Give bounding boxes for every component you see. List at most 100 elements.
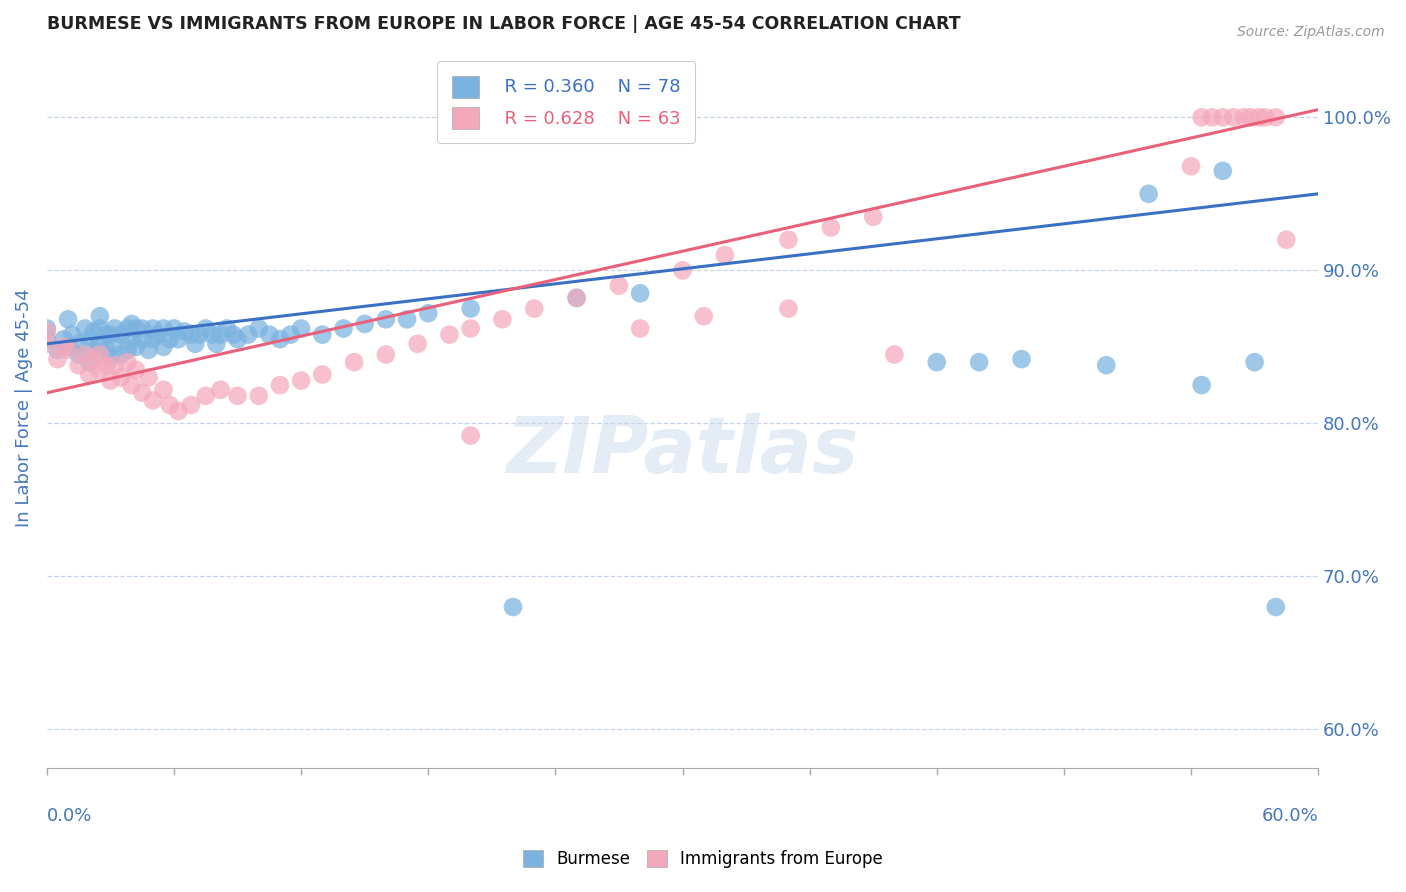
Point bbox=[628, 321, 651, 335]
Point bbox=[67, 358, 90, 372]
Point bbox=[180, 327, 202, 342]
Point bbox=[1264, 600, 1286, 615]
Text: BURMESE VS IMMIGRANTS FROM EUROPE IN LABOR FORCE | AGE 45-54 CORRELATION CHART: BURMESE VS IMMIGRANTS FROM EUROPE IN LAB… bbox=[46, 15, 960, 33]
Point bbox=[159, 398, 181, 412]
Point bbox=[100, 374, 122, 388]
Point bbox=[121, 378, 143, 392]
Point bbox=[83, 352, 105, 367]
Point bbox=[142, 321, 165, 335]
Point bbox=[104, 321, 127, 335]
Point bbox=[121, 317, 143, 331]
Point bbox=[104, 358, 127, 372]
Point bbox=[77, 368, 100, 382]
Point bbox=[1201, 111, 1223, 125]
Point bbox=[290, 374, 312, 388]
Point bbox=[125, 340, 148, 354]
Point bbox=[188, 327, 211, 342]
Point bbox=[925, 355, 948, 369]
Point bbox=[269, 332, 291, 346]
Point bbox=[247, 389, 270, 403]
Point bbox=[209, 383, 232, 397]
Point bbox=[692, 310, 714, 324]
Point bbox=[205, 336, 228, 351]
Text: 0.0%: 0.0% bbox=[46, 807, 93, 825]
Point bbox=[104, 336, 127, 351]
Point bbox=[121, 332, 143, 346]
Point bbox=[201, 327, 224, 342]
Point bbox=[1191, 378, 1213, 392]
Point bbox=[35, 321, 58, 335]
Legend: Burmese, Immigrants from Europe: Burmese, Immigrants from Europe bbox=[516, 843, 890, 875]
Point bbox=[259, 327, 281, 342]
Point bbox=[778, 233, 800, 247]
Text: Source: ZipAtlas.com: Source: ZipAtlas.com bbox=[1237, 25, 1385, 39]
Point bbox=[89, 310, 111, 324]
Point bbox=[46, 343, 69, 357]
Point bbox=[110, 347, 132, 361]
Point bbox=[280, 327, 302, 342]
Point bbox=[1212, 111, 1234, 125]
Point bbox=[131, 321, 153, 335]
Point bbox=[1239, 111, 1261, 125]
Point bbox=[290, 321, 312, 335]
Point bbox=[883, 347, 905, 361]
Point bbox=[418, 306, 440, 320]
Point bbox=[269, 378, 291, 392]
Point bbox=[67, 347, 90, 361]
Point bbox=[862, 210, 884, 224]
Point bbox=[180, 398, 202, 412]
Point bbox=[56, 312, 79, 326]
Point bbox=[60, 327, 83, 342]
Point bbox=[1243, 355, 1265, 369]
Point bbox=[238, 327, 260, 342]
Point bbox=[35, 336, 58, 351]
Point bbox=[1212, 164, 1234, 178]
Point bbox=[460, 428, 482, 442]
Point bbox=[460, 321, 482, 335]
Point bbox=[56, 340, 79, 354]
Point bbox=[565, 291, 588, 305]
Point bbox=[152, 321, 174, 335]
Point bbox=[138, 343, 160, 357]
Point bbox=[77, 332, 100, 346]
Point bbox=[406, 336, 429, 351]
Point bbox=[502, 600, 524, 615]
Point bbox=[820, 220, 842, 235]
Point bbox=[83, 343, 105, 357]
Point bbox=[460, 301, 482, 316]
Text: ZIPatlas: ZIPatlas bbox=[506, 413, 859, 489]
Point bbox=[89, 321, 111, 335]
Point bbox=[96, 327, 118, 342]
Point bbox=[125, 363, 148, 377]
Point bbox=[89, 347, 111, 361]
Point bbox=[628, 286, 651, 301]
Point bbox=[152, 383, 174, 397]
Point bbox=[184, 336, 207, 351]
Point bbox=[131, 385, 153, 400]
Point bbox=[1191, 111, 1213, 125]
Point bbox=[146, 327, 169, 342]
Point bbox=[1095, 358, 1118, 372]
Point bbox=[117, 343, 139, 357]
Point bbox=[35, 325, 58, 339]
Point bbox=[163, 321, 186, 335]
Point bbox=[167, 332, 190, 346]
Point bbox=[215, 321, 238, 335]
Point bbox=[83, 325, 105, 339]
Text: 60.0%: 60.0% bbox=[1261, 807, 1319, 825]
Point bbox=[1264, 111, 1286, 125]
Point bbox=[110, 327, 132, 342]
Point bbox=[607, 278, 630, 293]
Point bbox=[138, 370, 160, 384]
Point bbox=[73, 347, 96, 361]
Point bbox=[159, 332, 181, 346]
Point bbox=[353, 317, 375, 331]
Point bbox=[1137, 186, 1160, 201]
Point bbox=[131, 332, 153, 346]
Point bbox=[1247, 111, 1270, 125]
Point bbox=[332, 321, 354, 335]
Point bbox=[311, 368, 333, 382]
Point bbox=[778, 301, 800, 316]
Point bbox=[226, 389, 249, 403]
Point bbox=[1254, 111, 1277, 125]
